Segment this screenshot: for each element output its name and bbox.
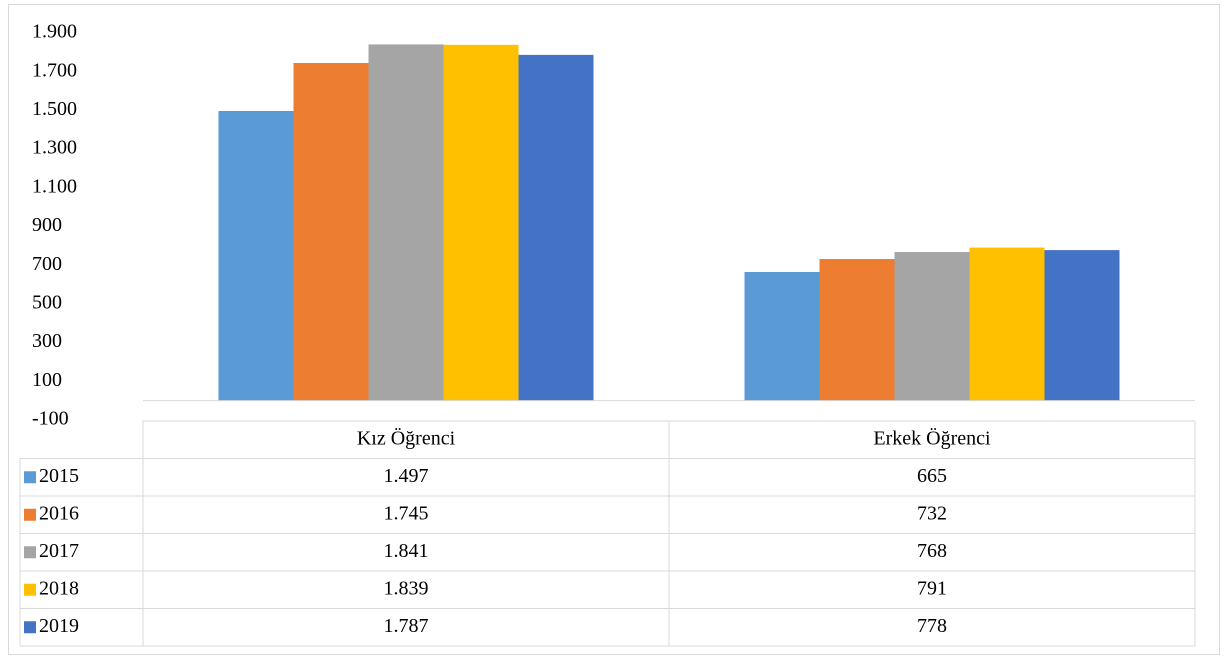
y-tick-label: 1.700 xyxy=(32,59,77,81)
table-value: 778 xyxy=(917,615,947,637)
table-value: 1.497 xyxy=(384,465,429,487)
bar xyxy=(1044,250,1120,401)
table-value: 1.839 xyxy=(384,577,429,599)
legend-swatch xyxy=(24,546,36,559)
y-tick-label: 1.100 xyxy=(32,175,77,197)
bar xyxy=(443,44,519,401)
bar xyxy=(969,247,1045,401)
y-tick-label: -100 xyxy=(32,408,69,430)
table-value: 1.841 xyxy=(384,540,429,562)
y-tick-label: 1.500 xyxy=(32,98,77,120)
table-value: 768 xyxy=(917,540,947,562)
bar xyxy=(218,110,294,401)
legend-swatch xyxy=(24,583,36,596)
legend-label: 2019 xyxy=(39,615,79,637)
table-value: 791 xyxy=(917,577,947,599)
y-tick-label: 500 xyxy=(32,291,62,313)
bar xyxy=(518,54,594,401)
legend-swatch xyxy=(24,471,36,484)
category-label: Kız Öğrenci xyxy=(357,426,456,449)
y-tick-label: 100 xyxy=(32,369,62,391)
table-value: 1.787 xyxy=(384,615,429,637)
y-tick-label: 700 xyxy=(32,253,62,275)
bar xyxy=(293,62,369,401)
legend-label: 2017 xyxy=(39,540,79,562)
legend-swatch xyxy=(24,621,36,634)
legend-label: 2015 xyxy=(39,465,79,487)
bar xyxy=(744,271,820,401)
bar xyxy=(894,252,970,401)
table-value: 1.745 xyxy=(384,502,429,524)
table-value: 732 xyxy=(917,502,947,524)
y-tick-label: 1.900 xyxy=(32,21,77,43)
category-label: Erkek Öğrenci xyxy=(873,426,991,449)
y-tick-label: 1.300 xyxy=(32,137,77,159)
table-value: 665 xyxy=(917,465,947,487)
legend-label: 2018 xyxy=(39,577,79,599)
legend-label: 2016 xyxy=(39,502,79,524)
bar xyxy=(368,44,444,401)
y-tick-label: 300 xyxy=(32,330,62,352)
bar xyxy=(819,259,895,401)
legend-swatch xyxy=(24,508,36,521)
y-tick-label: 900 xyxy=(32,214,62,236)
